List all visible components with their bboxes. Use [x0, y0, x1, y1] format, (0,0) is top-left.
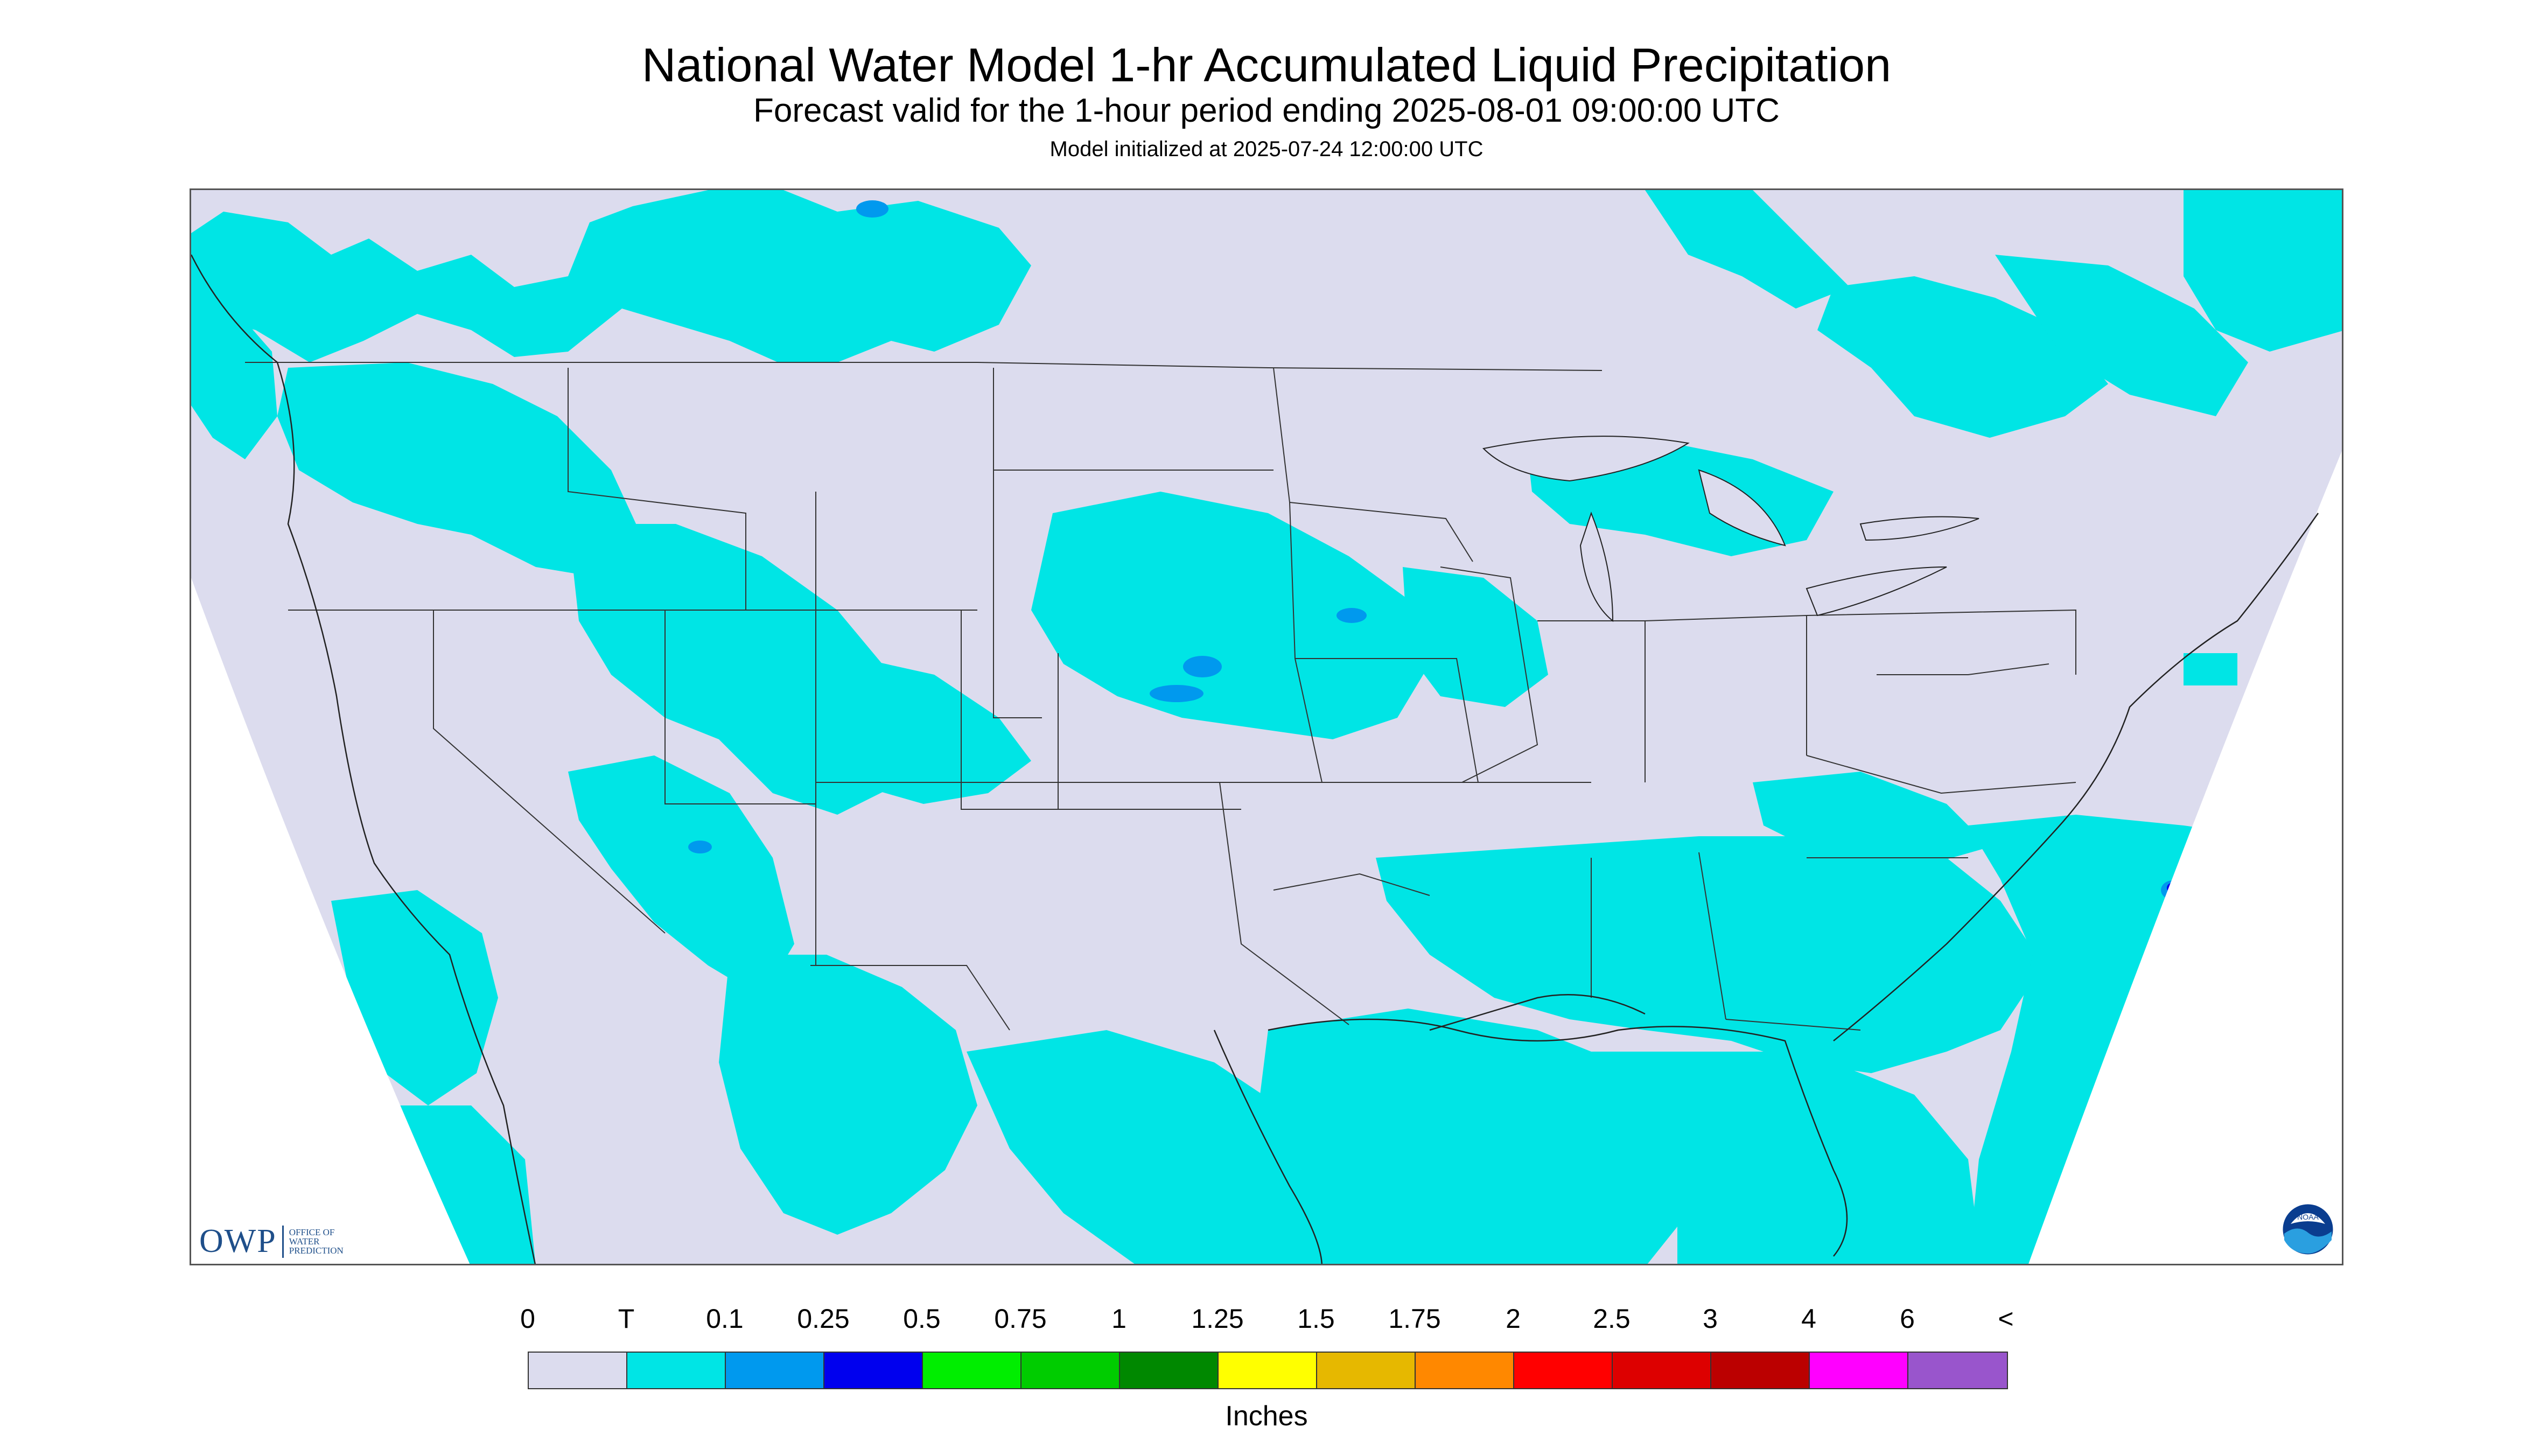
legend-label: 1.75	[1388, 1304, 1441, 1334]
great-lakes	[1482, 436, 1979, 622]
legend-swatch	[529, 1353, 627, 1388]
legend-label: 1.5	[1297, 1304, 1335, 1334]
map-canvas	[191, 190, 2342, 1264]
owp-logo-line3: PREDICTION	[289, 1245, 344, 1256]
owp-logo-line1: OFFICE OF	[289, 1227, 335, 1237]
legend-label: 2.5	[1593, 1304, 1631, 1334]
owp-logo-letters: OWP	[199, 1223, 277, 1259]
state-boundaries	[245, 362, 2076, 1031]
noaa-emblem-icon: NOAA	[2281, 1202, 2335, 1256]
owp-logo: OWP OFFICE OF WATER PREDICTION	[199, 1222, 344, 1261]
legend-label: 6	[1900, 1304, 1915, 1334]
legend-swatch	[923, 1353, 1021, 1388]
legend-swatch	[627, 1353, 726, 1388]
legend-colorbar	[528, 1352, 2008, 1389]
legend-swatch	[726, 1353, 824, 1388]
noaa-logo-text: NOAA	[2297, 1213, 2319, 1221]
map-subtitle: Forecast valid for the 1-hour period end…	[753, 92, 1780, 129]
legend-swatch	[1908, 1353, 2007, 1388]
legend-swatch	[1317, 1353, 1416, 1388]
legend-swatch	[1120, 1353, 1219, 1388]
legend-label: 2	[1506, 1304, 1521, 1334]
out-of-domain-area	[191, 451, 2342, 1264]
legend-label: 0.75	[994, 1304, 1047, 1334]
owp-logo-line2: WATER	[289, 1236, 320, 1247]
legend-swatch	[824, 1353, 923, 1388]
owp-logo-text: OFFICE OF WATER PREDICTION	[289, 1228, 344, 1255]
legend-swatch	[1416, 1353, 1514, 1388]
map-title: National Water Model 1-hr Accumulated Li…	[641, 38, 1892, 92]
legend-swatch	[1613, 1353, 1711, 1388]
legend-label: 0	[520, 1304, 535, 1334]
legend-swatch	[1219, 1353, 1317, 1388]
legend-label: 1	[1111, 1304, 1126, 1334]
legend-units: Inches	[1225, 1401, 1308, 1432]
legend-label: 3	[1703, 1304, 1718, 1334]
legend-label: 1.25	[1191, 1304, 1244, 1334]
model-init-time: Model initialized at 2025-07-24 12:00:00…	[1049, 137, 1484, 161]
legend-swatch	[1711, 1353, 1810, 1388]
legend-label: 0.25	[797, 1304, 850, 1334]
legend-swatch	[1514, 1353, 1613, 1388]
color-legend: 0 T 0.1 0.25 0.5 0.75 1 1.25 1.5 1.75 2 2.5 3 4 6 <	[520, 1303, 2014, 1389]
precipitation-map	[190, 188, 2343, 1265]
owp-logo-separator	[282, 1225, 284, 1258]
legend-label: T	[618, 1304, 635, 1334]
legend-swatch	[1021, 1353, 1120, 1388]
legend-label: 0.5	[903, 1304, 941, 1334]
legend-label: 0.1	[706, 1304, 744, 1334]
legend-labels: 0 T 0.1 0.25 0.5 0.75 1 1.25 1.5 1.75 2 2.5 3 4 6 <	[520, 1303, 2014, 1341]
coastlines	[191, 254, 2319, 1264]
noaa-logo: NOAA	[2281, 1202, 2335, 1256]
legend-label: <	[1998, 1304, 2014, 1334]
legend-label: 4	[1801, 1304, 1816, 1334]
legend-swatch	[1810, 1353, 1908, 1388]
